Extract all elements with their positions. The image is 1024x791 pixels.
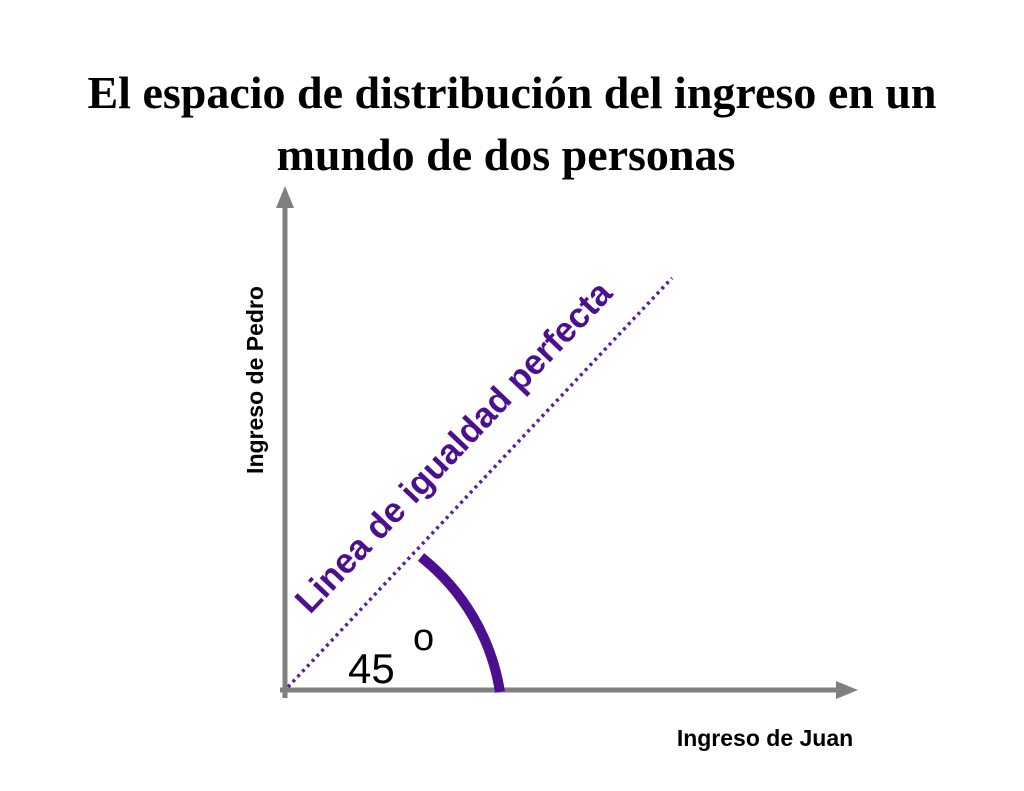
equality-line [286,276,674,689]
title-line: El espacio de distribución del ingreso e… [87,67,936,118]
line-label: Linea de igualdad perfecta [288,273,621,620]
angle-arc [417,553,505,693]
title-line: mundo de dos personas [277,129,736,180]
y-arrow [276,186,294,208]
angle-unit: o [413,617,434,659]
y-axis-label: Ingreso de Pedro [242,286,268,474]
x-axis-label: Ingreso de Juan [677,725,853,751]
x-arrow [836,681,858,699]
angle-label: 45 [348,645,395,692]
